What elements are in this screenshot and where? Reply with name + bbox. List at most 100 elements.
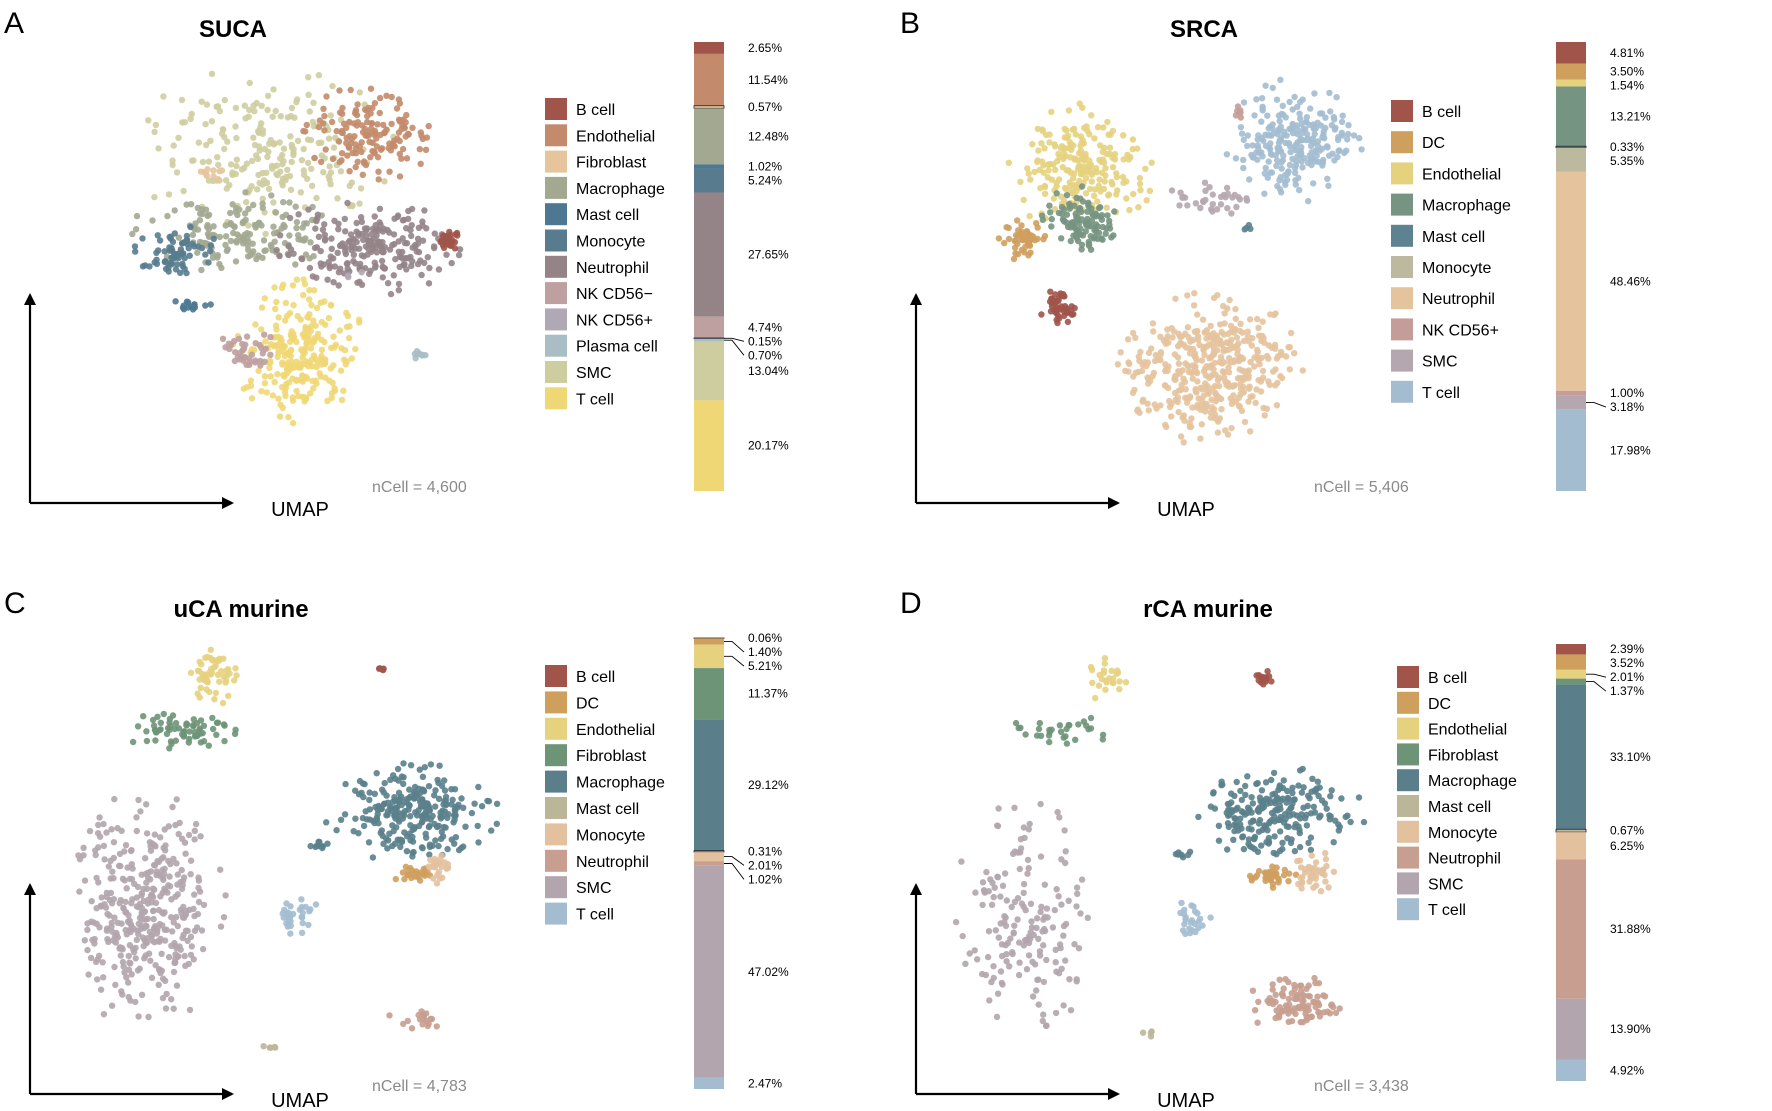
cell-point bbox=[246, 252, 254, 259]
cell-point bbox=[1289, 1008, 1296, 1015]
cell-point bbox=[311, 154, 318, 162]
cell-point bbox=[1327, 813, 1334, 820]
cell-point bbox=[277, 155, 284, 162]
cell-point bbox=[254, 186, 261, 193]
cell-point bbox=[279, 359, 286, 366]
cell-point bbox=[200, 901, 208, 909]
cell-point bbox=[1255, 357, 1262, 364]
cell-point bbox=[257, 362, 264, 369]
bar-segment-nk-cd56 bbox=[1556, 390, 1586, 396]
cell-point bbox=[323, 819, 330, 826]
cell-point bbox=[286, 232, 293, 239]
cell-point bbox=[1037, 732, 1045, 739]
cell-point bbox=[310, 99, 317, 107]
cell-point bbox=[1136, 180, 1144, 188]
cluster-b-cell bbox=[375, 665, 387, 674]
cell-point bbox=[1254, 136, 1261, 143]
cell-point bbox=[1120, 132, 1127, 139]
cell-point bbox=[980, 887, 988, 894]
cell-point bbox=[245, 205, 252, 213]
cell-point bbox=[1161, 382, 1169, 389]
cell-point bbox=[1287, 148, 1294, 156]
cell-point bbox=[1292, 162, 1300, 169]
bar-segment-mast-cell bbox=[1555, 145, 1587, 149]
cell-point bbox=[284, 166, 291, 173]
cell-point bbox=[245, 113, 252, 120]
cell-point bbox=[1264, 112, 1271, 119]
cell-point bbox=[1195, 813, 1202, 821]
cell-point bbox=[1272, 797, 1279, 805]
cell-point bbox=[307, 345, 315, 352]
legend-label-smc: SMC bbox=[576, 365, 612, 382]
cell-point bbox=[1281, 866, 1288, 874]
cell-point bbox=[190, 716, 197, 723]
cell-point bbox=[247, 382, 255, 389]
cell-point bbox=[172, 821, 179, 829]
cell-point bbox=[1147, 1029, 1155, 1037]
cell-point bbox=[173, 913, 180, 921]
cell-point bbox=[279, 404, 286, 412]
cell-point bbox=[156, 237, 164, 244]
cell-point bbox=[340, 387, 347, 394]
cell-point bbox=[1280, 111, 1287, 119]
pct-leader-line bbox=[724, 655, 745, 667]
cell-point bbox=[191, 836, 198, 843]
cell-point bbox=[1305, 982, 1312, 989]
cell-point bbox=[1175, 360, 1183, 367]
cell-point bbox=[439, 242, 447, 249]
cell-point bbox=[268, 192, 275, 199]
cell-point bbox=[1261, 190, 1268, 197]
cell-point bbox=[90, 919, 97, 926]
cell-point bbox=[1117, 349, 1124, 356]
cell-point bbox=[952, 918, 960, 926]
cell-point bbox=[1025, 170, 1032, 177]
cell-point bbox=[214, 671, 222, 678]
cell-point bbox=[299, 354, 306, 361]
cell-point bbox=[314, 215, 321, 222]
legend-swatch-macrophage bbox=[1391, 193, 1413, 216]
cell-point bbox=[1005, 159, 1012, 166]
cell-point bbox=[261, 373, 269, 380]
bar-segment-fibroblast bbox=[694, 668, 724, 720]
cell-point bbox=[1175, 387, 1183, 394]
cell-point bbox=[115, 862, 123, 869]
panel-letter: B bbox=[900, 7, 920, 40]
cell-point bbox=[1136, 174, 1144, 182]
cell-point bbox=[167, 234, 174, 242]
cell-point bbox=[195, 898, 203, 906]
cell-point bbox=[100, 842, 108, 850]
cell-point bbox=[1284, 1004, 1291, 1011]
cell-point bbox=[1287, 805, 1294, 812]
cell-point bbox=[1291, 796, 1298, 803]
cell-point bbox=[1334, 136, 1342, 143]
umap-scatter bbox=[129, 70, 464, 427]
cell-point bbox=[1230, 392, 1237, 399]
cell-point bbox=[327, 112, 334, 119]
legend-label-endothelial: Endothelial bbox=[576, 128, 655, 145]
cell-point bbox=[160, 93, 167, 100]
cell-point bbox=[1174, 394, 1182, 401]
pct-label-monocyte: 5.24% bbox=[748, 174, 782, 188]
cell-point bbox=[1197, 435, 1204, 442]
cell-point bbox=[357, 214, 365, 221]
cell-point bbox=[224, 138, 231, 145]
cell-point bbox=[1046, 202, 1053, 209]
cell-point bbox=[1200, 198, 1207, 206]
cell-point bbox=[1266, 146, 1274, 153]
pct-leader-line bbox=[724, 337, 745, 342]
cell-point bbox=[442, 824, 449, 831]
cell-point bbox=[1322, 878, 1329, 885]
cell-point bbox=[288, 104, 296, 112]
cell-point bbox=[994, 874, 1001, 881]
cell-point bbox=[460, 804, 467, 811]
cell-point bbox=[1330, 868, 1338, 875]
cell-point bbox=[311, 244, 319, 252]
cell-point bbox=[364, 107, 371, 114]
cell-point bbox=[1248, 794, 1255, 801]
cell-point bbox=[1014, 916, 1021, 923]
cell-point bbox=[346, 168, 353, 175]
cell-point bbox=[209, 714, 216, 722]
cell-point bbox=[1079, 198, 1087, 205]
